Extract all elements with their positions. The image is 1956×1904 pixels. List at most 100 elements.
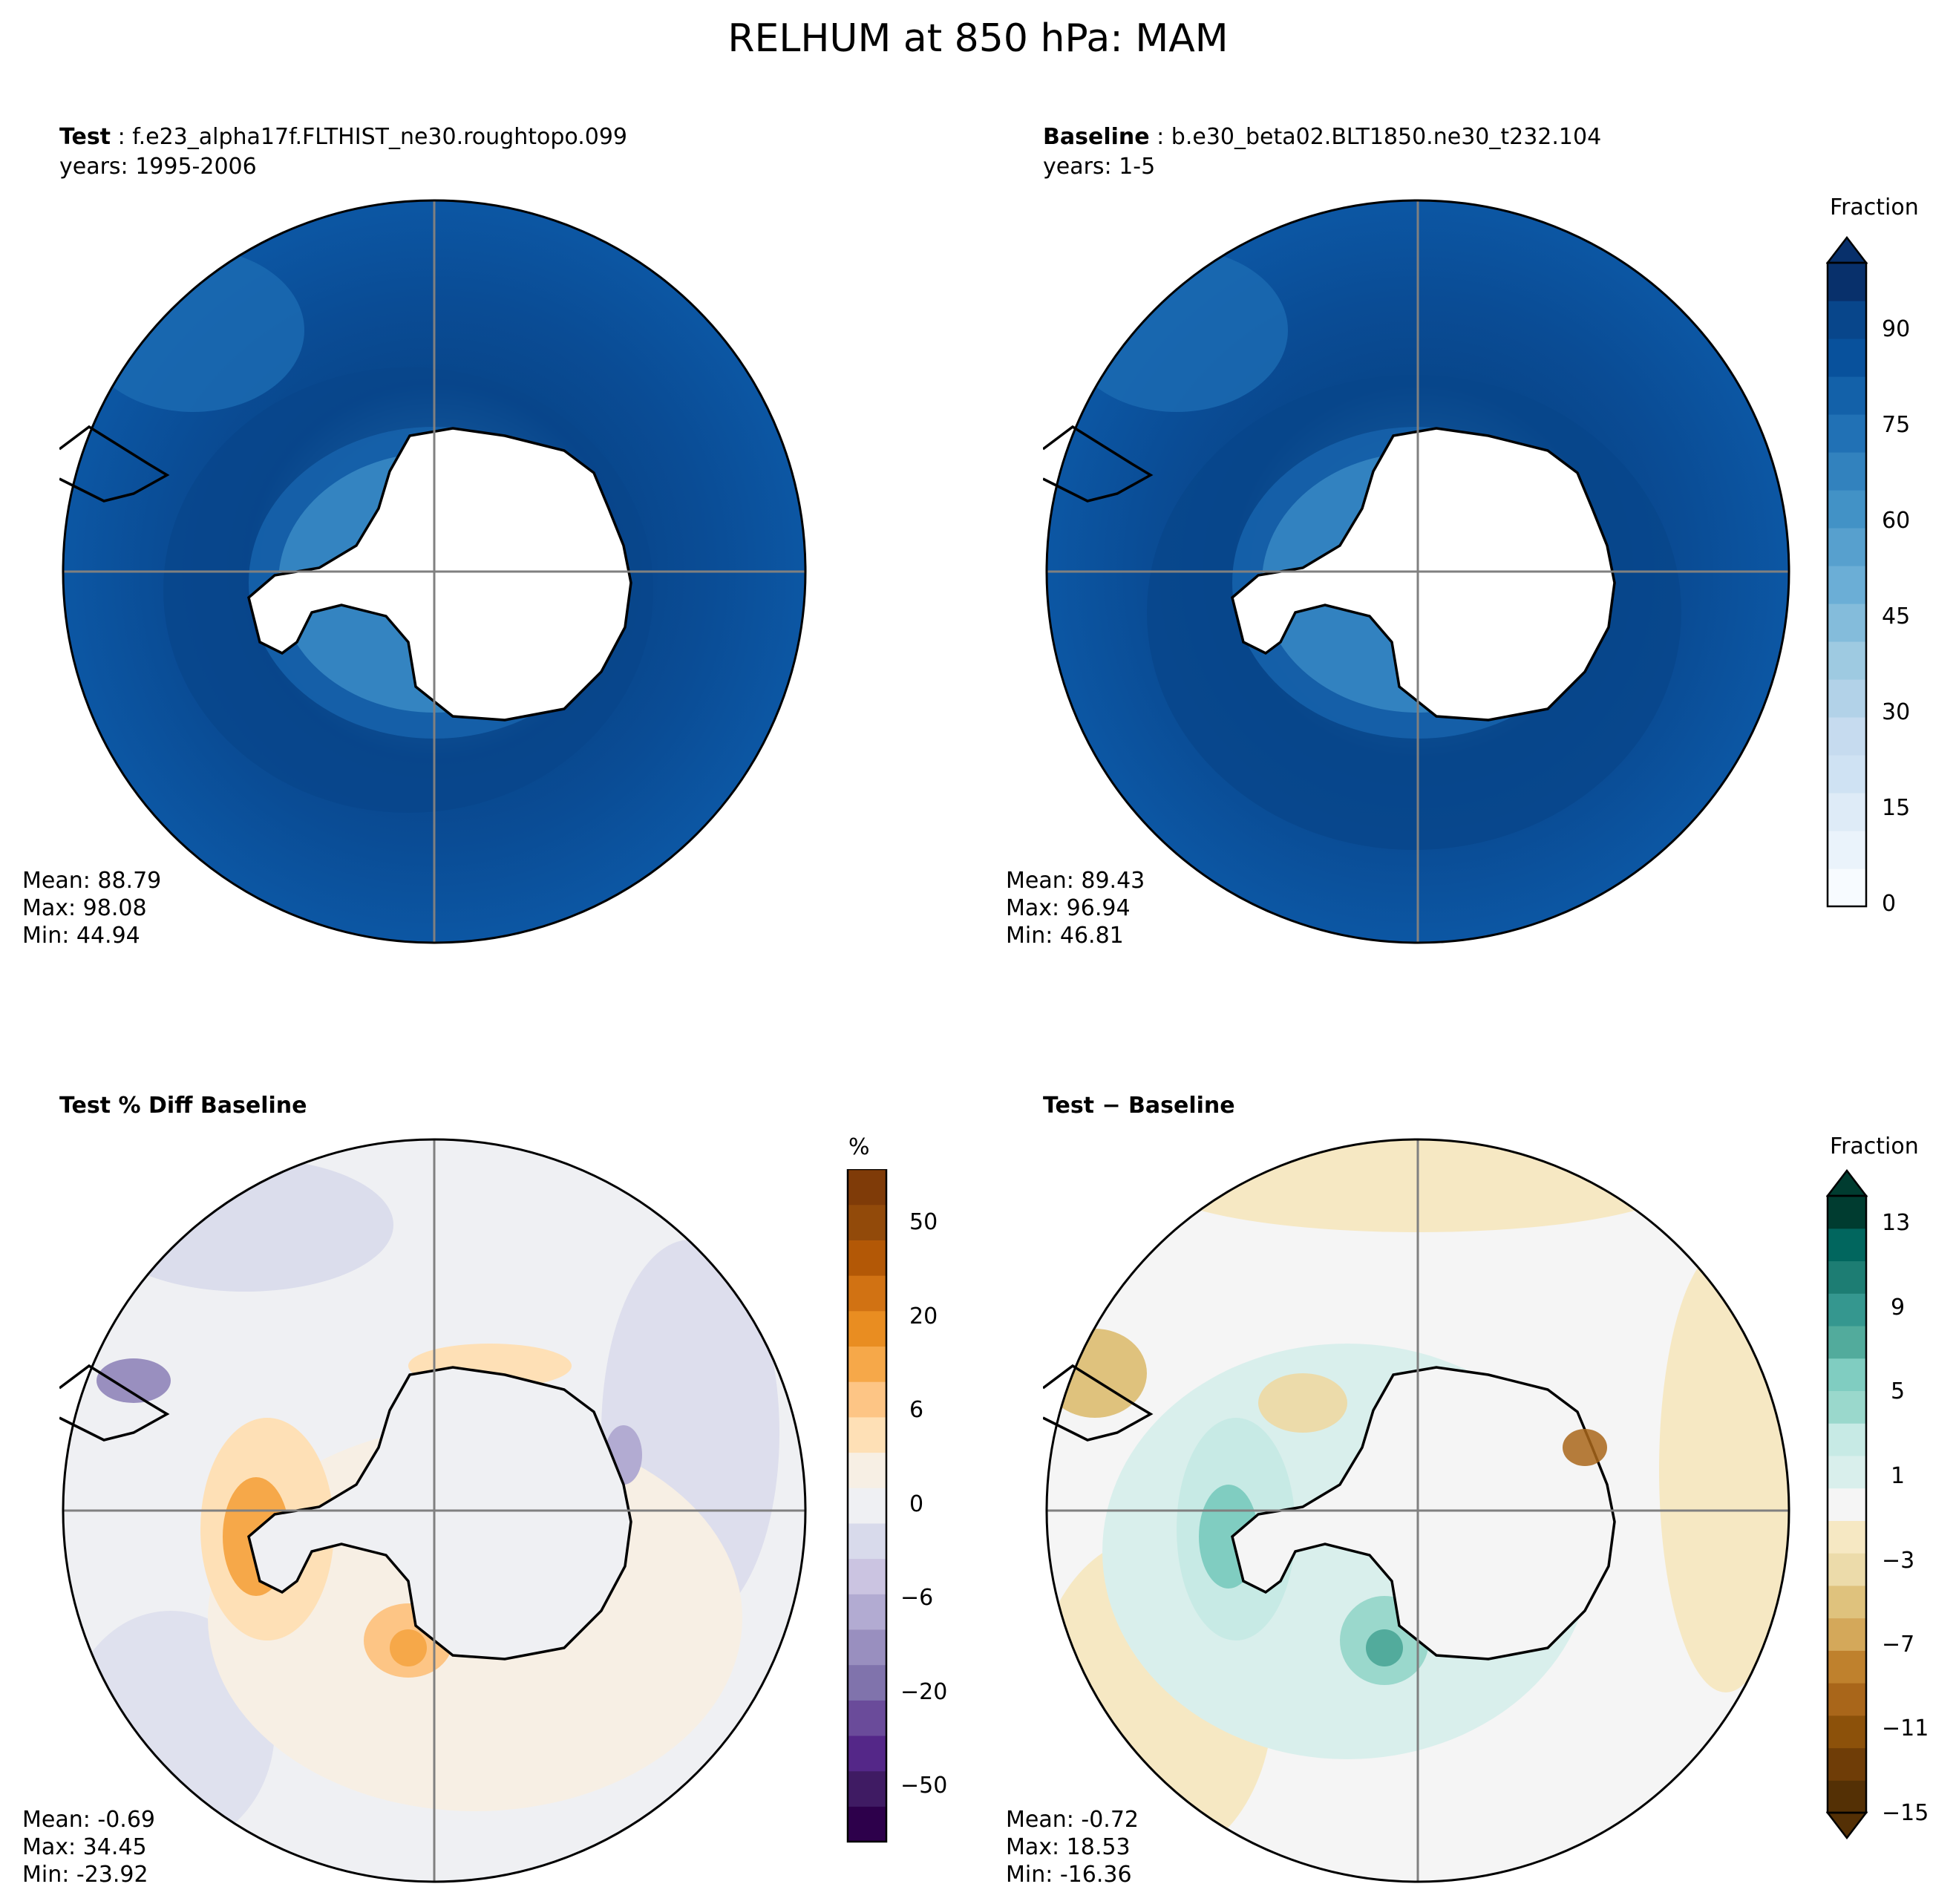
baseline-stats: Mean: 89.43 Max: 96.94 Min: 46.81 (1006, 867, 1145, 949)
colorbar-segment (848, 1664, 886, 1701)
colorbar-tick: 15 (1882, 795, 1911, 821)
colorbar-segment (1828, 1683, 1866, 1716)
stat-min: Min: -23.92 (22, 1862, 148, 1888)
colorbar-segment (1828, 1196, 1866, 1229)
pctdiff-map (59, 1138, 807, 1883)
colorbar-segment (848, 1310, 886, 1347)
diff-label: Test − Baseline (1043, 1093, 1235, 1119)
colorbar-segment (1828, 452, 1866, 491)
stat-mean: Mean: -0.69 (22, 1807, 156, 1833)
colorbar-tick: 0 (909, 1491, 924, 1517)
colorbar-segment (848, 1735, 886, 1772)
baseline-map (1043, 199, 1790, 944)
colorbar-tick: −50 (900, 1773, 948, 1799)
colorbar-segment (1828, 1780, 1866, 1813)
colorbar-segment (1828, 1423, 1866, 1456)
colorbar-segment (1828, 1488, 1866, 1521)
colorbar-segment (848, 1240, 886, 1276)
colorbar-tick: 45 (1882, 603, 1911, 629)
colorbar-outline (846, 1169, 888, 1843)
baseline-panel-title: Baseline : b.e30_beta02.BLT1850.ne30_t23… (1043, 122, 1601, 182)
colorbar-segment (1828, 603, 1866, 642)
baseline-label: Baseline (1043, 124, 1150, 150)
stat-max: Max: 34.45 (22, 1834, 147, 1860)
stat-max: Max: 18.53 (1006, 1834, 1131, 1860)
pctdiff-label: Test % Diff Baseline (59, 1093, 307, 1119)
test-map (59, 199, 807, 944)
colorbar-segment (1828, 641, 1866, 680)
colorbar-tick: 20 (909, 1303, 938, 1329)
map-boundary (1045, 199, 1790, 944)
colorbar-segment (1828, 566, 1866, 604)
colorbar-segment (848, 1275, 886, 1312)
test-stats: Mean: 88.79 Max: 98.08 Min: 44.94 (22, 867, 161, 949)
stat-max: Max: 98.08 (22, 895, 147, 921)
colorbar-tick: 75 (1882, 412, 1911, 438)
colorbar-segment (1828, 868, 1866, 907)
colorbar-segment (848, 1558, 886, 1594)
colorbar-tick: −7 (1882, 1632, 1915, 1658)
test-panel-title: Test : f.e23_alpha17f.FLTHIST_ne30.rough… (59, 122, 627, 182)
colorbar-segment (848, 1488, 886, 1524)
diff-colorbar (1826, 1169, 1868, 1839)
colorbar-segment (1828, 414, 1866, 453)
colorbar-tick: −11 (1882, 1715, 1929, 1741)
stat-mean: Mean: 88.79 (22, 868, 162, 894)
map-boundary (62, 1138, 807, 1883)
stat-min: Min: -16.36 (1006, 1862, 1132, 1888)
colorbar-segment (1828, 679, 1866, 718)
colorbar-tick: −6 (900, 1585, 934, 1611)
colorbar-segment (1828, 793, 1866, 831)
colorbar-tick: 6 (909, 1397, 924, 1423)
colorbar-segment (1828, 1260, 1866, 1294)
stat-max: Max: 96.94 (1006, 895, 1131, 921)
diff-hotspot (1563, 1429, 1607, 1466)
baseline-case-name: b.e30_beta02.BLT1850.ne30_t232.104 (1171, 124, 1602, 150)
colorbar-segment (848, 1700, 886, 1736)
baseline-sep: : (1149, 124, 1171, 150)
colorbar-segment (1828, 301, 1866, 339)
pct-colorbar-label: % (848, 1134, 870, 1160)
colorbar-segment (1828, 338, 1866, 377)
colorbar-segment (1828, 263, 1866, 301)
colorbar-extend-arrow (1826, 1169, 1868, 1197)
colorbar-segment (1828, 490, 1866, 529)
colorbar-tick: −20 (900, 1679, 948, 1705)
stat-min: Min: 44.94 (22, 923, 140, 949)
colorbar-segment (1828, 1553, 1866, 1586)
colorbar-segment (1828, 376, 1866, 415)
colorbar-segment (848, 1806, 886, 1842)
baseline-years: years: 1-5 (1043, 154, 1156, 180)
colorbar-outline (1826, 1194, 1868, 1814)
colorbar-tick: 1 (1891, 1463, 1906, 1489)
colorbar-extend-arrow (1826, 236, 1868, 264)
colorbar-segment (848, 1381, 886, 1418)
colorbar-segment (1828, 755, 1866, 794)
colorbar-segment (848, 1522, 886, 1560)
stat-min: Min: 46.81 (1006, 923, 1124, 949)
pctdiff-stats: Mean: -0.69 Max: 34.45 Min: -23.92 (22, 1806, 155, 1888)
colorbar-tick: 0 (1882, 891, 1897, 917)
diff-panel-title: Test − Baseline (1043, 1091, 1235, 1121)
diff-map (1043, 1138, 1790, 1883)
colorbar-segment (848, 1629, 886, 1666)
colorbar-segment (848, 1169, 886, 1205)
colorbar-segment (848, 1594, 886, 1630)
south-america-coast (59, 1364, 170, 1442)
colorbar-segment (1828, 1358, 1866, 1392)
colorbar-extend-arrow (1826, 1811, 1868, 1839)
colorbar-segment (1828, 1228, 1866, 1262)
colorbar-outline (1826, 261, 1868, 908)
colorbar-tick: −3 (1882, 1548, 1915, 1574)
test-case-name: f.e23_alpha17f.FLTHIST_ne30.roughtopo.09… (132, 124, 628, 150)
colorbar-segment (848, 1346, 886, 1382)
colorbar-segment (1828, 717, 1866, 756)
colorbar-tick: 60 (1882, 508, 1911, 534)
colorbar-segment (1828, 1585, 1866, 1619)
south-america-coast (1043, 1364, 1154, 1442)
map-boundary (62, 199, 807, 944)
south-america-coast (1043, 425, 1154, 503)
colorbar-segment (1828, 831, 1866, 869)
test-label: Test (59, 124, 111, 150)
colorbar-tick: 5 (1891, 1378, 1906, 1404)
